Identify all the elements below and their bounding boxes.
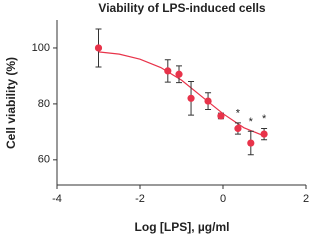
data-point	[234, 124, 242, 133]
y-tick-label: 100	[32, 42, 50, 54]
x-tick-label: 2	[303, 193, 309, 205]
data-point	[204, 97, 212, 105]
chart-title: Viability of LPS-induced cells	[98, 1, 265, 15]
x-tick-label: 0	[220, 193, 226, 205]
significance-mark: *	[236, 108, 241, 120]
data-point	[187, 94, 195, 102]
y-axis-label: Cell viability (%)	[4, 57, 18, 149]
data-point	[247, 139, 255, 147]
data-point	[164, 67, 172, 75]
chart: Viability of LPS-induced cells Log [LPS]…	[4, 1, 309, 234]
x-tick-label: -2	[135, 193, 145, 205]
x-tick-label: -4	[52, 193, 62, 205]
y-tick-label: 80	[38, 98, 50, 110]
y-tick-label: 60	[38, 154, 50, 166]
data-point	[94, 44, 103, 52]
data-point	[260, 130, 268, 138]
significance-mark: *	[262, 113, 267, 125]
significance-mark: *	[249, 116, 254, 128]
data-point	[217, 112, 225, 120]
fit-curve	[98, 51, 265, 137]
x-axis-label: Log [LPS], µg/ml	[135, 220, 230, 234]
data-point	[175, 70, 183, 78]
